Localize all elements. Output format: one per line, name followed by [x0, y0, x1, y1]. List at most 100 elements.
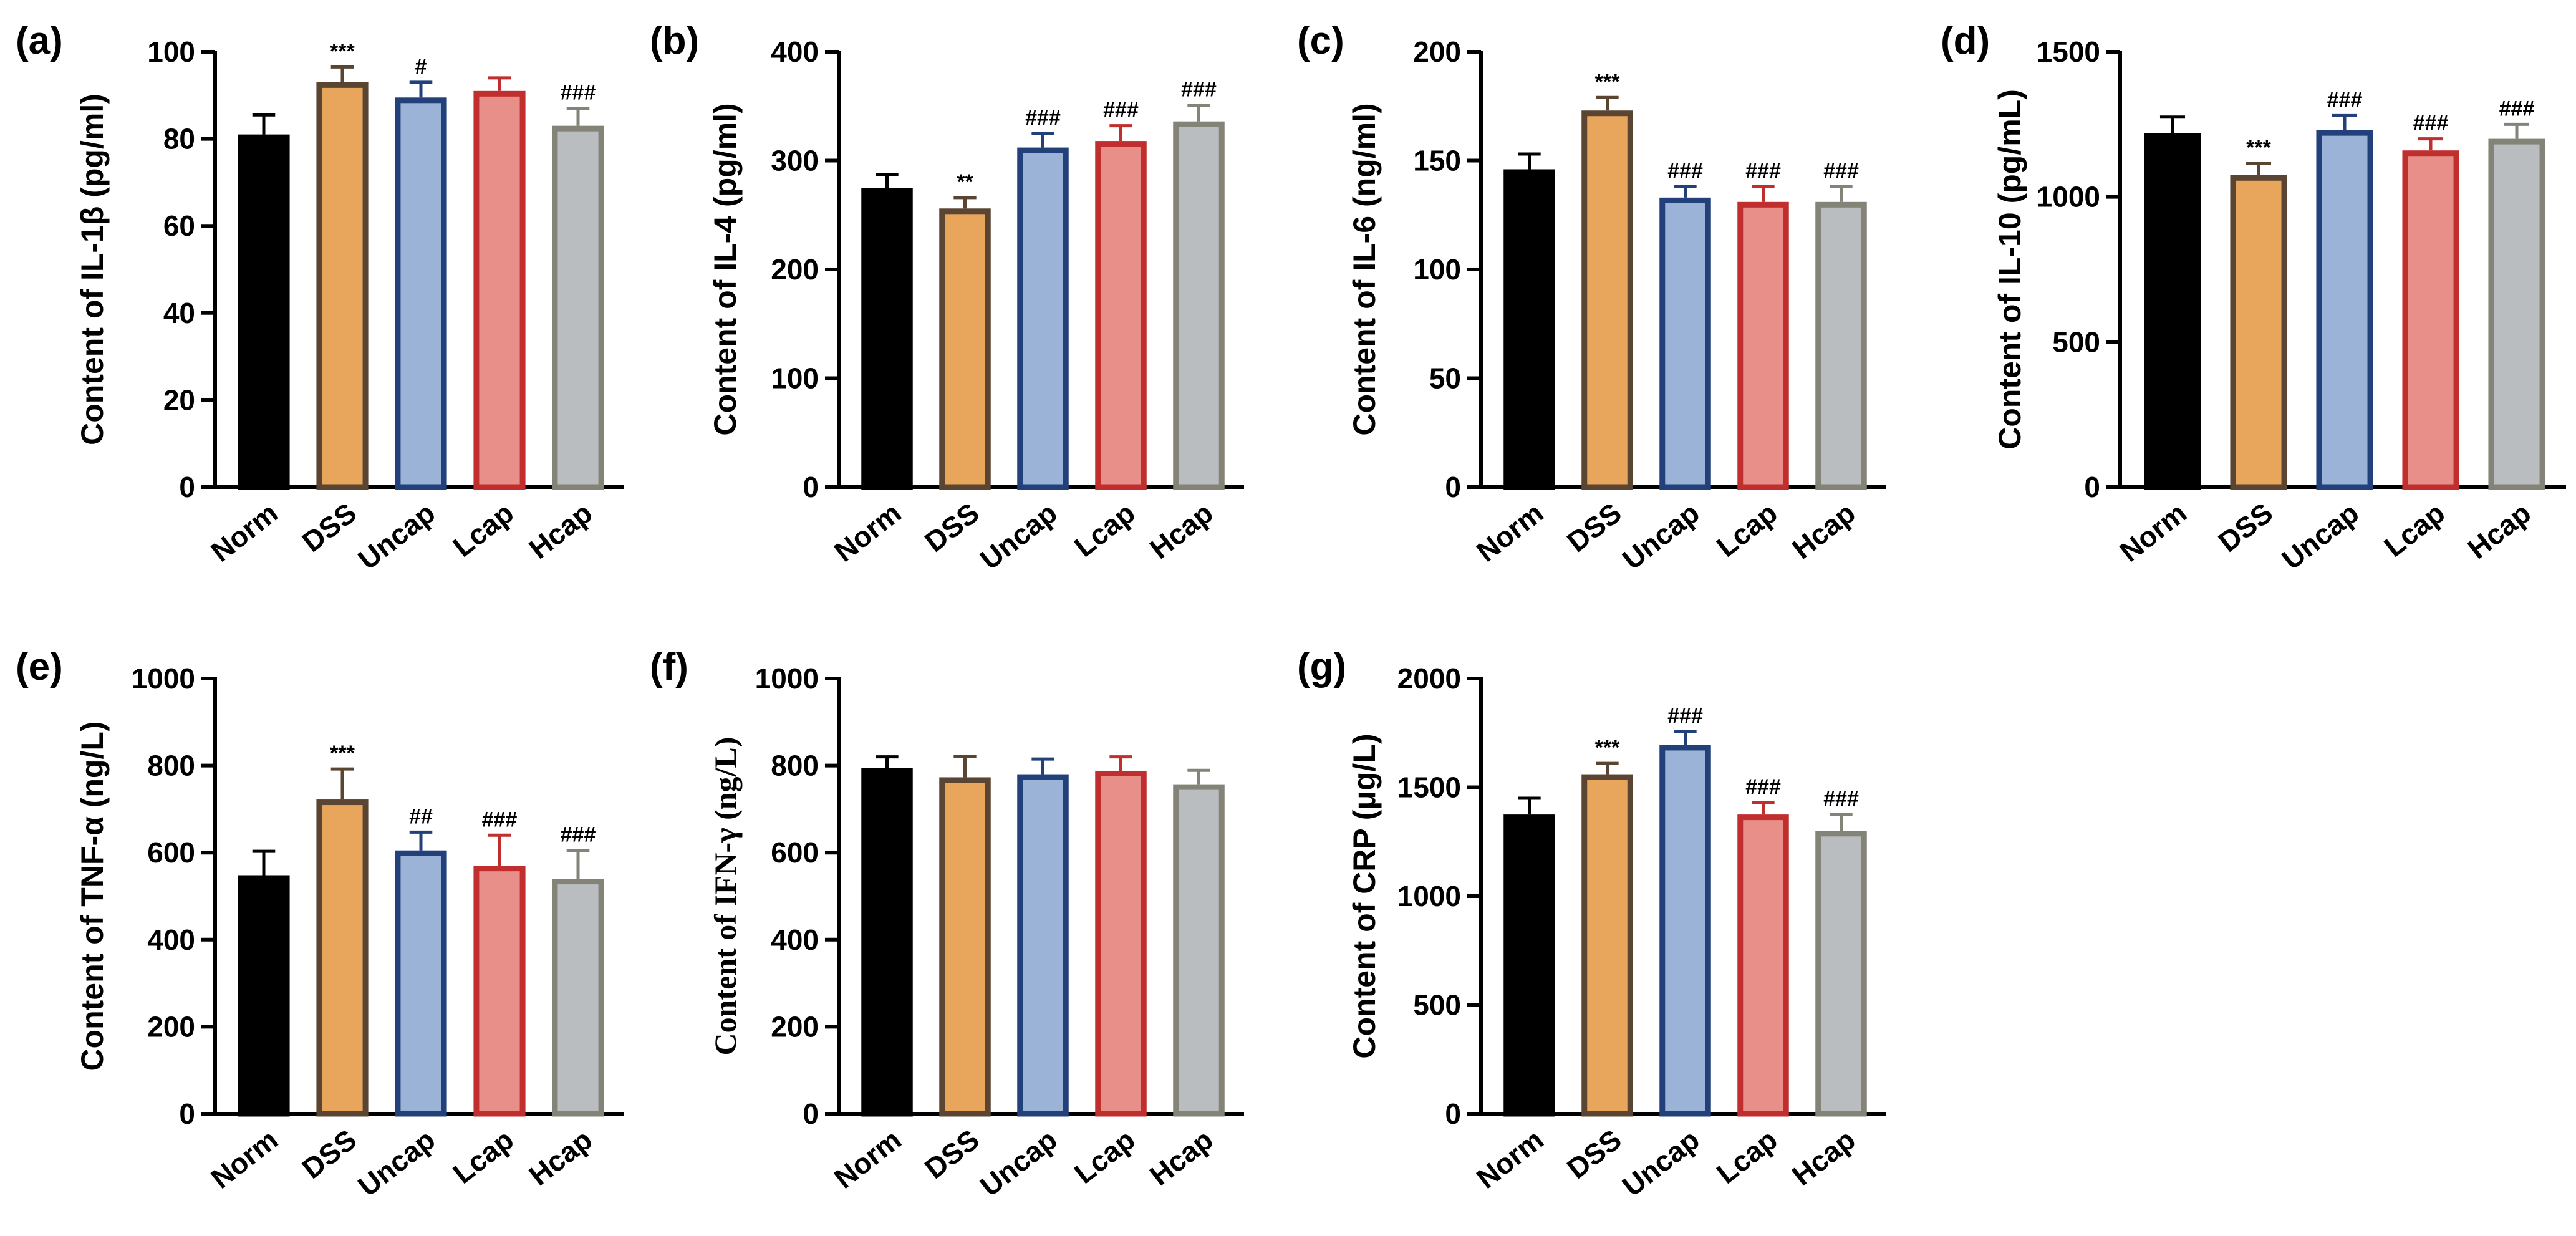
chart-panel-6: (f) Content of IFN-γ (ng/L) 0 200 400 600 800 1…	[650, 645, 1244, 1202]
x-tick-label: Lcap	[1710, 496, 1783, 563]
y-tick-label: 500	[2052, 326, 2100, 358]
panel-label: (a)	[16, 19, 63, 62]
significance-label: ***	[1595, 70, 1620, 94]
x-tick-label: DSS	[296, 496, 363, 558]
panel-label: (e)	[16, 645, 63, 688]
bar-uncap	[1017, 774, 1069, 1117]
panel-label: (d)	[1941, 19, 1990, 62]
y-tick-label: 0	[803, 1098, 819, 1130]
bar-norm	[2144, 133, 2201, 490]
y-tick-label: 1000	[2037, 181, 2100, 213]
significance-label: ###	[1103, 99, 1139, 122]
bar-norm	[238, 134, 290, 490]
bar-norm	[861, 768, 913, 1117]
bar-uncap	[395, 97, 447, 490]
y-tick-label: 800	[771, 750, 819, 782]
y-tick-label: 400	[771, 36, 819, 68]
x-tick-label: DSS	[296, 1123, 363, 1185]
x-tick-label: Lcap	[447, 496, 520, 563]
chart-panel-5: (e) Content of TNF-α (ng/L) 0 200 400 600 800 1…	[16, 645, 624, 1202]
x-tick-label: Hcap	[2462, 496, 2537, 565]
bar-dss	[316, 82, 369, 490]
bar-hcap	[1173, 784, 1225, 1117]
y-tick-label: 50	[1429, 362, 1461, 395]
y-tick-label: 60	[163, 210, 195, 242]
x-tick-label: Hcap	[1786, 496, 1861, 565]
x-tick-label: Uncap	[1616, 1123, 1705, 1203]
bar-hcap	[1815, 201, 1867, 490]
bar-hcap	[552, 879, 604, 1117]
y-tick-label: 500	[1413, 989, 1461, 1021]
y-tick-label: 0	[179, 471, 195, 503]
x-tick-label: Uncap	[2275, 496, 2365, 576]
bar-uncap	[1659, 197, 1711, 490]
x-tick-label: Hcap	[523, 1123, 599, 1192]
x-tick-label: Hcap	[523, 496, 599, 565]
y-tick-label: 80	[163, 123, 195, 155]
x-tick-label: Lcap	[1068, 1123, 1141, 1190]
significance-label: ###	[1823, 787, 1859, 811]
significance-label: ***	[330, 741, 355, 765]
y-tick-label: 100	[1413, 253, 1461, 286]
significance-label: ###	[1181, 78, 1217, 102]
significance-label: ###	[1823, 159, 1859, 183]
y-tick-label: 20	[163, 384, 195, 416]
y-axis-label: Content of IL-1β (pg/ml)	[75, 94, 110, 445]
chart-panel-4: (d)Content of IL-10 (pg/mL) 0 500 1000 1500 N…	[1941, 19, 2566, 576]
y-tick-label: 1500	[1397, 771, 1461, 804]
significance-label: ###	[1745, 159, 1781, 183]
significance-label: ###	[561, 81, 596, 105]
y-tick-label: 40	[163, 297, 195, 329]
x-tick-label: Hcap	[1786, 1123, 1861, 1192]
significance-label: ***	[330, 39, 355, 63]
bar-lcap	[1737, 201, 1789, 490]
y-axis-label: Content of IFN-γ (ng/L)	[708, 737, 743, 1056]
x-tick-label: DSS	[2212, 496, 2279, 558]
y-tick-label: 300	[771, 145, 819, 177]
y-tick-label: 400	[771, 924, 819, 956]
significance-label: ###	[561, 823, 596, 847]
y-tick-label: 100	[771, 362, 819, 395]
significance-label: ###	[1745, 775, 1781, 799]
chart-panel-1: (a) Content of IL-1β (pg/ml) 0 20 40 60 80 100 N…	[16, 19, 624, 576]
y-tick-label: 100	[147, 36, 195, 68]
y-tick-label: 200	[1413, 36, 1461, 68]
y-tick-label: 1000	[1397, 880, 1461, 912]
y-tick-label: 0	[179, 1098, 195, 1130]
x-tick-label: Uncap	[352, 496, 441, 576]
bar-uncap	[1659, 745, 1711, 1117]
y-tick-label: 150	[1413, 145, 1461, 177]
significance-label: ##	[409, 804, 433, 828]
x-tick-label: Uncap	[1616, 496, 1705, 576]
x-tick-label: Uncap	[352, 1123, 441, 1203]
x-tick-label: Norm	[828, 496, 907, 568]
y-tick-label: 1500	[2037, 36, 2100, 68]
x-tick-label: Uncap	[974, 496, 1063, 576]
chart-panel-3: (c) Content of IL-6 (ng/ml) 0 50 100 150 200 No…	[1297, 19, 1886, 576]
bar-uncap	[2316, 130, 2373, 490]
x-tick-label: Lcap	[1710, 1123, 1783, 1190]
y-tick-label: 0	[1445, 471, 1461, 503]
y-axis-label: Content of TNF-α (ng/L)	[75, 721, 110, 1071]
x-tick-label: Norm	[2113, 496, 2192, 568]
bar-dss	[1581, 774, 1633, 1117]
bar-hcap	[1815, 831, 1867, 1117]
y-tick-label: 0	[1445, 1098, 1461, 1130]
bar-dss	[2230, 175, 2287, 490]
y-tick-label: 1000	[132, 662, 195, 695]
significance-label: **	[957, 170, 973, 194]
bar-norm	[861, 188, 913, 490]
panel-label: (b)	[650, 19, 699, 62]
significance-label: ***	[2246, 136, 2271, 160]
y-axis-label: Content of IL-10 (pg/mL)	[1992, 89, 2027, 450]
chart-panel-2: (b) Content of IL-4 (pg/ml) 0 100 200 300 400 N…	[650, 19, 1244, 576]
x-tick-label: Norm	[205, 1123, 284, 1195]
x-tick-label: Norm	[828, 1123, 907, 1195]
x-tick-label: Lcap	[1068, 496, 1141, 563]
y-tick-label: 600	[771, 836, 819, 869]
significance-label: ###	[1667, 705, 1703, 728]
x-tick-label: Hcap	[1144, 496, 1219, 565]
significance-label: ###	[1025, 106, 1061, 130]
y-axis-label: Content of CRP (μg/L)	[1347, 733, 1382, 1058]
panel-label: (c)	[1297, 19, 1344, 62]
